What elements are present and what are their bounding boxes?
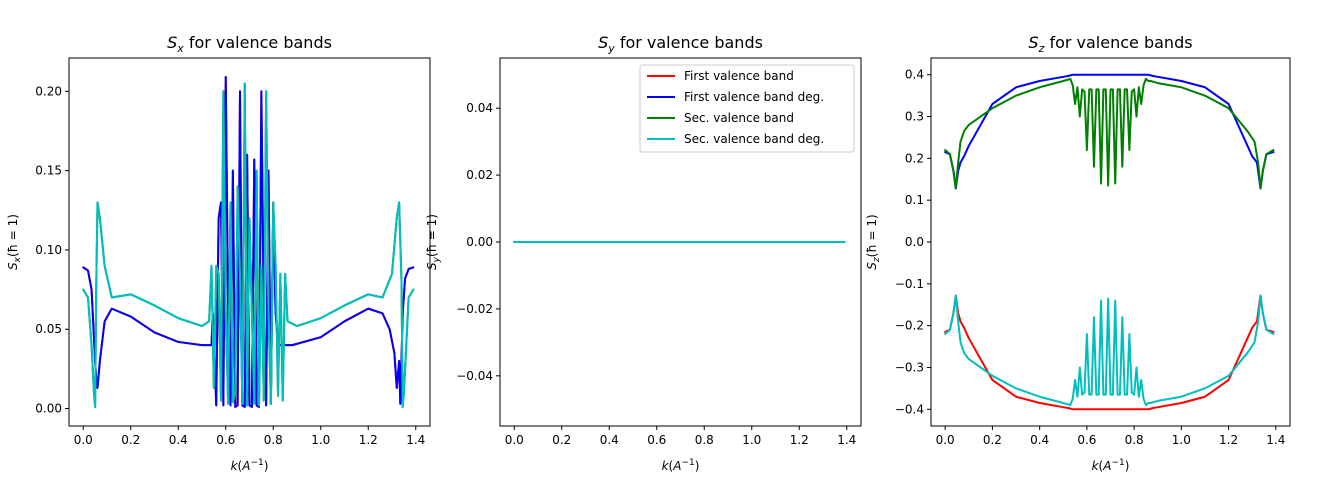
- x-tick-label: 0.0: [505, 433, 524, 447]
- x-tick-label: 1.0: [742, 433, 761, 447]
- y-tick-label: 0.2: [905, 151, 924, 165]
- y-tick-label: 0.10: [35, 243, 62, 257]
- y-tick-label: 0.04: [466, 101, 493, 115]
- title-rest: for valence bands: [184, 33, 332, 52]
- x-tick-label: 0.6: [1077, 433, 1096, 447]
- title-symbol: S: [598, 33, 608, 52]
- series-line-3: [944, 77, 1275, 190]
- x-tick-label: 1.2: [1219, 433, 1238, 447]
- legend-entry: Sec. valence band: [647, 111, 794, 125]
- x-tick-label: 0.6: [216, 433, 235, 447]
- y-tick-label: −0.02: [456, 302, 493, 316]
- x-tick-label: 0.8: [264, 433, 283, 447]
- x-tick-label: 1.0: [311, 433, 330, 447]
- panel-sy: 0.0 0.2 0.4 0.6 0.8 1.0 1.2 1.4 −0.04 −0.02 0.00 0.…: [425, 33, 862, 473]
- title-symbol: S: [1028, 33, 1038, 52]
- x-tick-label: 0.4: [600, 433, 619, 447]
- series-line-2: [82, 76, 415, 408]
- plot-area: 0.0 0.2 0.4 0.6 0.8 1.0 1.2 1.4 −0.4 −0.3 −0.2 −0.1…: [895, 57, 1291, 447]
- y-tick-label: 0.3: [905, 110, 924, 124]
- y-tick-label: 0.0: [905, 235, 924, 249]
- y-tick-label: −0.3: [895, 360, 924, 374]
- y-tick-label: 0.1: [905, 193, 924, 207]
- legend-entry: Sec. valence band deg.: [647, 132, 824, 146]
- series-line-4: [944, 294, 1275, 407]
- y-tick-label: 0.02: [466, 168, 493, 182]
- x-tick-label: 1.2: [359, 433, 378, 447]
- series-line-2: [944, 73, 1275, 190]
- title-subscript: y: [607, 42, 615, 55]
- y-tick-label: 0.4: [905, 68, 924, 82]
- x-tick-label: 1.4: [837, 433, 856, 447]
- legend: First valence band First valence band de…: [639, 64, 855, 153]
- x-tick-label: 1.2: [790, 433, 809, 447]
- y-axis-label: Sy(ħ = 1): [425, 214, 442, 270]
- axes-frame: [68, 57, 431, 427]
- panel-title: Sz for valence bands: [1028, 33, 1192, 55]
- panel-title: Sx for valence bands: [167, 33, 332, 55]
- legend-label: Sec. valence band deg.: [684, 132, 824, 146]
- panel-sx: 0.0 0.2 0.4 0.6 0.8 1.0 1.2 1.4 0.00 0.05 0.10 0.15…: [6, 33, 431, 473]
- y-tick-label: 0.00: [35, 402, 62, 416]
- x-axis-label: k(A−1): [231, 458, 269, 473]
- x-tick-label: 0.4: [169, 433, 188, 447]
- x-tick-label: 0.6: [647, 433, 666, 447]
- plot-area: 0.0 0.2 0.4 0.6 0.8 1.0 1.2 1.4 0.00 0.05 0.10 0.15…: [35, 57, 431, 447]
- y-tick-label: 0.05: [35, 322, 62, 336]
- x-tick-label: 1.4: [1266, 433, 1285, 447]
- x-tick-label: 0.2: [121, 433, 140, 447]
- legend-entry: First valence band: [647, 69, 794, 83]
- x-tick-label: 0.2: [983, 433, 1002, 447]
- series-group: [944, 73, 1275, 411]
- legend-label: First valence band deg.: [684, 90, 824, 104]
- x-tick-label: 0.4: [1030, 433, 1049, 447]
- legend-label: Sec. valence band: [684, 111, 794, 125]
- x-axis-label: k(A−1): [1092, 458, 1130, 473]
- x-tick-label: 0.8: [695, 433, 714, 447]
- x-tick-label: 1.4: [406, 433, 425, 447]
- y-tick-label: 0.15: [35, 164, 62, 178]
- y-tick-label: −0.1: [895, 277, 924, 291]
- y-axis-label: Sz(ħ = 1): [865, 214, 882, 269]
- legend-entry: First valence band deg.: [647, 90, 824, 104]
- y-axis-label: Sx(ħ = 1): [6, 214, 23, 270]
- x-tick-label: 0.0: [74, 433, 93, 447]
- y-tick-label: −0.04: [456, 369, 493, 383]
- y-tick-label: −0.2: [895, 319, 924, 333]
- panel-sz: 0.0 0.2 0.4 0.6 0.8 1.0 1.2 1.4 −0.4 −0.3 −0.2 −0.1…: [865, 33, 1291, 473]
- panel-title: Sy for valence bands: [598, 33, 763, 55]
- title-subscript: x: [176, 42, 184, 55]
- x-tick-label: 0.2: [552, 433, 571, 447]
- y-tick-label: 0.00: [466, 235, 493, 249]
- x-tick-label: 0.8: [1125, 433, 1144, 447]
- plot-area: 0.0 0.2 0.4 0.6 0.8 1.0 1.2 1.4 −0.04 −0.02 0.00 0.…: [456, 57, 862, 447]
- legend-label: First valence band: [684, 69, 794, 83]
- x-tick-label: 0.0: [936, 433, 955, 447]
- x-axis-label: k(A−1): [662, 458, 700, 473]
- x-tick-label: 1.0: [1172, 433, 1191, 447]
- series-line-4: [82, 82, 415, 408]
- title-rest: for valence bands: [615, 33, 763, 52]
- series-line-1: [944, 294, 1275, 411]
- title-symbol: S: [167, 33, 177, 52]
- y-tick-label: −0.4: [895, 402, 924, 416]
- series-group: [82, 76, 415, 408]
- title-rest: for valence bands: [1044, 33, 1192, 52]
- title-subscript: z: [1038, 42, 1045, 55]
- y-tick-label: 0.20: [35, 84, 62, 98]
